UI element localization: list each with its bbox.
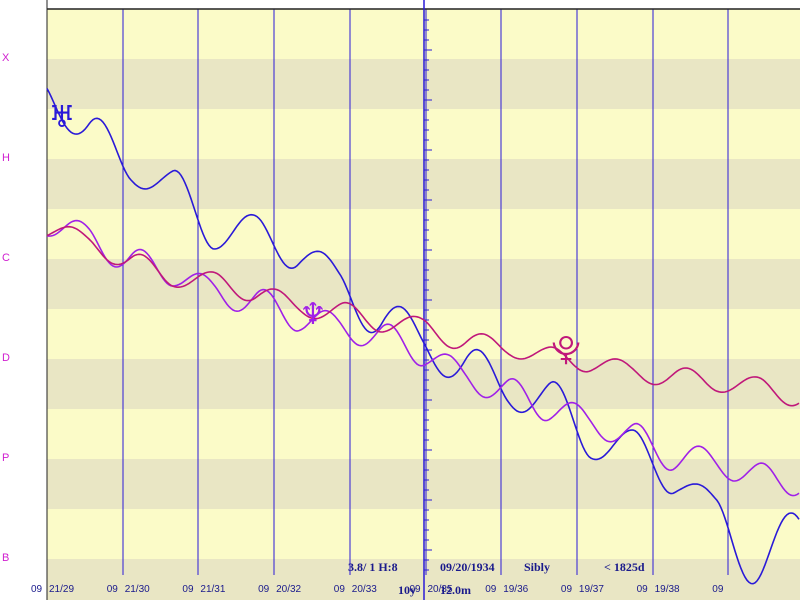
x-axis-labels: 09 21/29 09 21/30 09 21/31 09 20/32 09 20/33 09 20/… (31, 584, 724, 595)
info-chart-name: Sibly (524, 560, 550, 574)
axes (46, 0, 800, 600)
info-span: < 1825d (604, 560, 645, 574)
x-tick-year: 09 (258, 584, 270, 595)
x-tick-label: 21/30 (125, 584, 150, 595)
y-axis-label: P (2, 452, 9, 464)
x-tick-year: 09 (31, 584, 43, 595)
series-glyph: ♆ (300, 297, 327, 332)
y-axis-label: H (2, 152, 10, 164)
info-duration: 12.0m (440, 583, 471, 597)
series-glyphs: ♅ ♆ ⯓ (49, 100, 581, 368)
x-tick-label: 20/32 (276, 584, 301, 595)
x-tick-label: 19/38 (655, 584, 680, 595)
x-tick-year: 09 (485, 584, 497, 595)
y-axis-label: C (2, 252, 10, 264)
x-tick-year: 09 (410, 584, 422, 595)
info-ratio: 3.8/ 1 H:8 (348, 560, 398, 574)
y-axis-label: D (2, 352, 10, 364)
series-glyph: ⯓ (551, 333, 580, 368)
info-date: 09/20/1934 (440, 560, 495, 574)
x-tick-year: 09 (107, 584, 119, 595)
x-tick-label: 19/36 (503, 584, 528, 595)
series-glyph: ♅ (49, 100, 76, 135)
series-lines (46, 88, 800, 585)
info-range: 10y (398, 583, 416, 597)
x-tick-year: 09 (334, 584, 346, 595)
x-tick-label: 20/33 (352, 584, 377, 595)
y-axis-label: X (2, 52, 10, 64)
x-tick-label: 21/31 (200, 584, 225, 595)
y-axis-label: B (2, 552, 9, 564)
x-tick-label: 20/35 (428, 584, 453, 595)
x-tick-label: 21/29 (49, 584, 74, 595)
x-tick-year: 09 (637, 584, 649, 595)
x-tick-year: 09 (712, 584, 724, 595)
series-line (46, 88, 800, 585)
series-line (46, 225, 800, 407)
x-tick-year: 09 (561, 584, 573, 595)
x-tick-year: 09 (182, 584, 194, 595)
vertical-gridlines (122, 9, 729, 575)
y-axis-labels: X H C D P B (2, 52, 10, 564)
info-box: 3.8/ 1 H:8 09/20/1934 Sibly < 1825d 10y … (348, 560, 645, 597)
x-tick-label: 19/37 (579, 584, 604, 595)
